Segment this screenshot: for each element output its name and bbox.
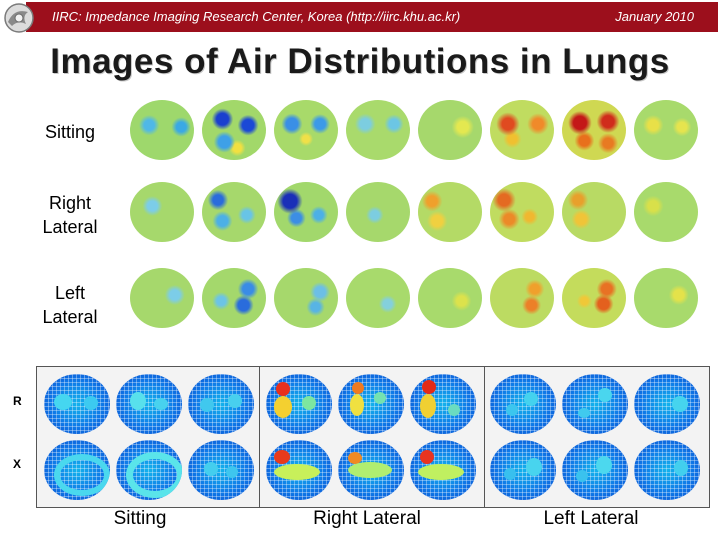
tomography-image (44, 440, 110, 500)
side-label-x: X (13, 457, 22, 471)
lung-image (562, 100, 626, 160)
lung-image (634, 100, 698, 160)
lung-image (418, 268, 482, 328)
row-label-line: Right (48, 193, 92, 213)
tomography-image (116, 440, 182, 500)
lung-image (130, 268, 194, 328)
tomography-image (266, 440, 332, 500)
row-label-line: Sitting (44, 122, 96, 142)
tomography-image (410, 374, 476, 434)
slide-title: Images of Air Distributions in Lungs (50, 42, 670, 81)
header-center-text: IIRC: Impedance Imaging Research Center,… (52, 9, 461, 24)
lung-image (202, 100, 266, 160)
lung-image (346, 100, 410, 160)
lung-image (274, 268, 338, 328)
tomography-image (44, 374, 110, 434)
row-label-sitting: Sitting (30, 120, 110, 144)
lung-image (130, 100, 194, 160)
iirc-logo (4, 3, 34, 33)
lung-image (634, 268, 698, 328)
tomography-image (116, 374, 182, 434)
tomography-image (634, 374, 700, 434)
tomography-image (188, 374, 254, 434)
lung-image (274, 100, 338, 160)
slide-header: IIRC: Impedance Imaging Research Center,… (0, 0, 720, 34)
tomography-image (410, 440, 476, 500)
lung-image (490, 182, 554, 242)
lung-image (346, 182, 410, 242)
lung-image (418, 100, 482, 160)
bottom-label-sitting: Sitting (113, 508, 167, 529)
lung-image (490, 100, 554, 160)
tomography-image (266, 374, 332, 434)
row-label-line: Left (54, 283, 86, 303)
tomography-image (634, 440, 700, 500)
row-label-line: Lateral (42, 217, 98, 237)
lung-image (418, 182, 482, 242)
tomography-image (562, 440, 628, 500)
lung-image (562, 268, 626, 328)
lung-image (274, 182, 338, 242)
lung-image (130, 182, 194, 242)
header-date: January 2010 (615, 9, 694, 24)
lung-image (490, 268, 554, 328)
tomography-image (490, 440, 556, 500)
bottom-label-right-lateral: Right Lateral (313, 508, 421, 529)
row-label-line: Lateral (42, 307, 98, 327)
side-label-r: R (13, 394, 22, 408)
row-label-right-lateral: Right Lateral (30, 191, 110, 239)
lung-image (202, 182, 266, 242)
header-bar (26, 2, 718, 32)
lung-image (346, 268, 410, 328)
tomography-image (188, 440, 254, 500)
tomography-image (562, 374, 628, 434)
row-label-left-lateral: Left Lateral (30, 281, 110, 329)
tomography-image (338, 374, 404, 434)
lung-image (634, 182, 698, 242)
lung-image (202, 268, 266, 328)
lung-image (562, 182, 626, 242)
bottom-label-left-lateral: Left Lateral (543, 508, 639, 529)
tomography-image (490, 374, 556, 434)
tomography-image (338, 440, 404, 500)
